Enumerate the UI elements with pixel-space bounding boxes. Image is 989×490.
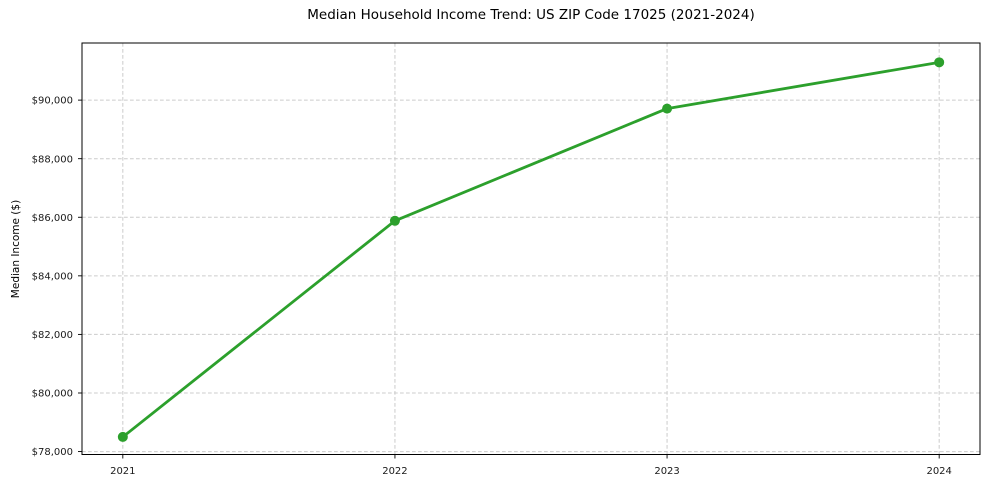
plot-border: [81, 42, 981, 455]
data-point-marker: [662, 103, 673, 114]
data-point-marker: [117, 431, 128, 442]
data-point-marker: [389, 215, 400, 226]
x-tick-label: 2021: [110, 466, 135, 477]
y-tick-label: $90,000: [32, 96, 73, 107]
y-tick-label: $88,000: [32, 154, 73, 165]
y-tick-label: $84,000: [32, 271, 73, 282]
chart-title: Median Household Income Trend: US ZIP Co…: [307, 7, 755, 23]
y-tick-label: $78,000: [32, 447, 73, 458]
x-tick-label: 2023: [654, 466, 679, 477]
y-tick-label: $80,000: [32, 389, 73, 400]
y-tick-label: $82,000: [32, 330, 73, 341]
y-tick-label: $86,000: [32, 213, 73, 224]
x-tick-label: 2024: [926, 466, 951, 477]
trend-line: [121, 60, 941, 439]
data-point-marker: [934, 57, 945, 68]
x-tick-label: 2022: [382, 466, 407, 477]
